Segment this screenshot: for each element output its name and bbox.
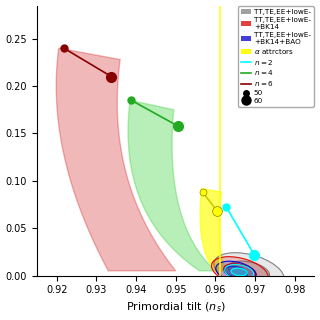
Ellipse shape: [228, 261, 269, 282]
Ellipse shape: [212, 257, 268, 286]
Ellipse shape: [216, 261, 256, 283]
Polygon shape: [56, 48, 176, 271]
X-axis label: Primordial tilt $(n_s)$: Primordial tilt $(n_s)$: [126, 301, 226, 315]
Polygon shape: [200, 188, 227, 271]
Ellipse shape: [214, 253, 284, 290]
Ellipse shape: [225, 264, 253, 279]
Legend: TT,TE,EE+lowE-, TT,TE,EE+lowE-
+BK14, TT,TE,EE+lowE-
+BK14+BAO, $\alpha$ attrcto: TT,TE,EE+lowE-, TT,TE,EE+lowE- +BK14, TT…: [238, 6, 314, 107]
Polygon shape: [128, 100, 215, 271]
Ellipse shape: [224, 266, 247, 277]
Ellipse shape: [231, 268, 247, 276]
Ellipse shape: [224, 264, 256, 279]
